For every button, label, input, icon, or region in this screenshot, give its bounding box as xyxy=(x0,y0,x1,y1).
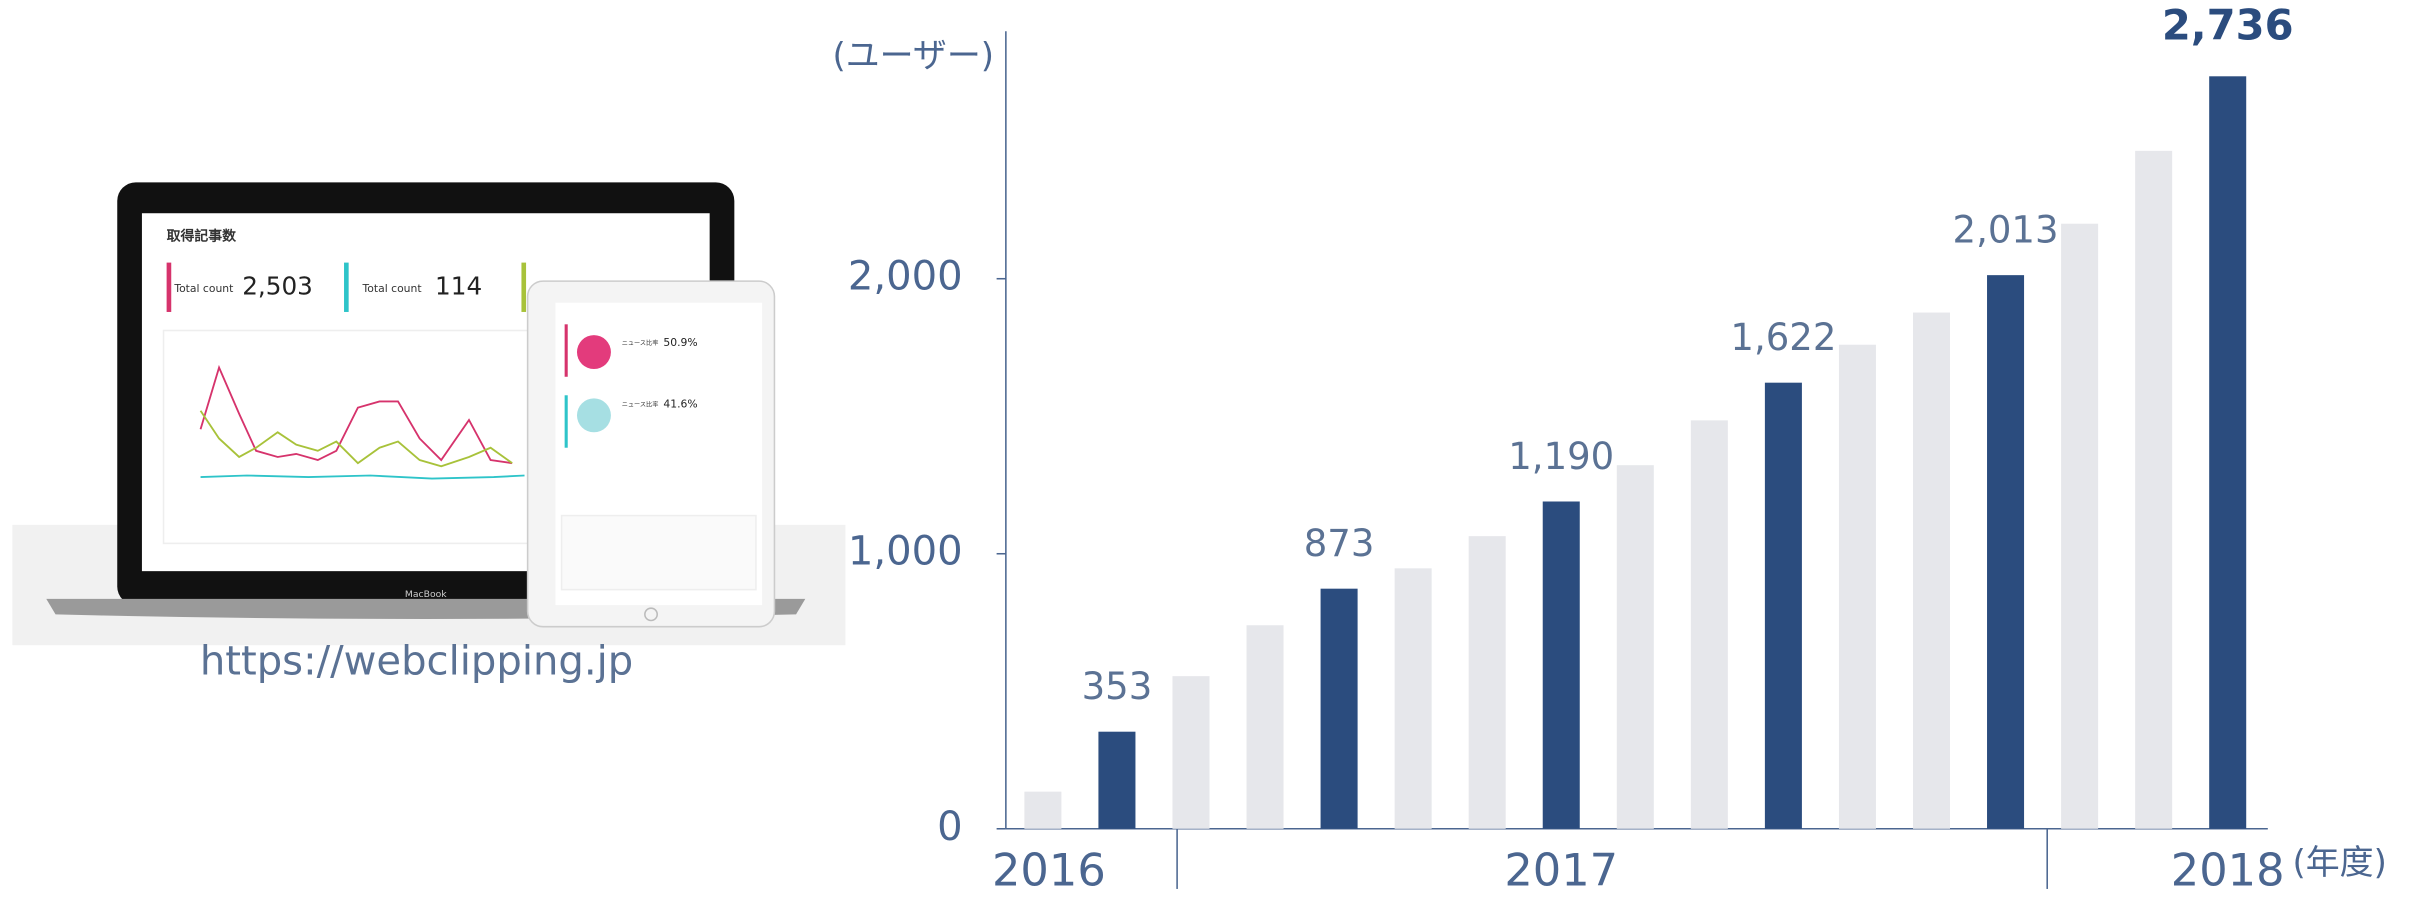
accent xyxy=(565,395,568,447)
bar xyxy=(1098,732,1135,829)
x-tick-label: 2018 xyxy=(2171,844,2285,897)
bar xyxy=(1617,465,1654,829)
x-tick-label: 2017 xyxy=(1504,844,1618,897)
tablet-label: ニュース比率 xyxy=(622,339,659,347)
pie-icon xyxy=(577,335,611,369)
accent xyxy=(521,263,526,312)
bar xyxy=(1913,313,1950,829)
bar xyxy=(2209,76,2246,828)
bar xyxy=(1839,345,1876,829)
page: MacBook 取得記事数 Total count 2,503 Total co… xyxy=(0,0,2419,897)
value-label: 2,013 xyxy=(1953,208,2059,251)
value-label: 873 xyxy=(1304,522,1375,565)
accent xyxy=(565,324,568,376)
bar xyxy=(1765,383,1802,829)
y-tick-label: 2,000 xyxy=(848,254,963,300)
device-mockup: MacBook 取得記事数 Total count 2,503 Total co… xyxy=(12,182,845,645)
tablet-value: 41.6% xyxy=(663,398,697,411)
value-label: 2,736 xyxy=(2162,0,2294,49)
bar xyxy=(1247,625,1284,829)
bar xyxy=(1469,536,1506,829)
count-label: Total count xyxy=(362,282,422,295)
bar xyxy=(2135,151,2172,829)
bar xyxy=(1691,420,1728,828)
accent xyxy=(344,263,349,312)
bar xyxy=(1395,568,1432,828)
laptop-brand: MacBook xyxy=(405,589,447,600)
bar xyxy=(1172,676,1209,829)
count-value: 2,503 xyxy=(242,271,313,300)
tablet-value: 50.9% xyxy=(663,336,697,349)
pie-icon xyxy=(577,398,611,432)
url[interactable]: https://webclipping.jp xyxy=(200,639,633,685)
x-axis-label: (年度) xyxy=(2292,843,2386,883)
bar xyxy=(1987,275,2024,829)
y-axis-label: (ユーザー) xyxy=(833,36,995,76)
bar xyxy=(2061,224,2098,829)
value-label: 353 xyxy=(1082,665,1153,708)
tablet-label: ニュース比率 xyxy=(622,401,659,409)
y-tick-label: 0 xyxy=(937,804,963,850)
tablet-chart xyxy=(562,516,756,590)
bar xyxy=(1543,501,1580,828)
count-value: 114 xyxy=(435,271,482,300)
value-label: 1,190 xyxy=(1508,435,1614,478)
x-tick-label: 2016 xyxy=(992,844,1106,897)
value-label: 1,622 xyxy=(1730,316,1836,359)
bar xyxy=(1321,589,1358,829)
y-tick-label: 1,000 xyxy=(848,529,963,575)
count-label: Total count xyxy=(173,282,233,295)
screen-title: 取得記事数 xyxy=(167,227,237,244)
accent xyxy=(167,263,172,312)
bar xyxy=(1024,792,1061,829)
